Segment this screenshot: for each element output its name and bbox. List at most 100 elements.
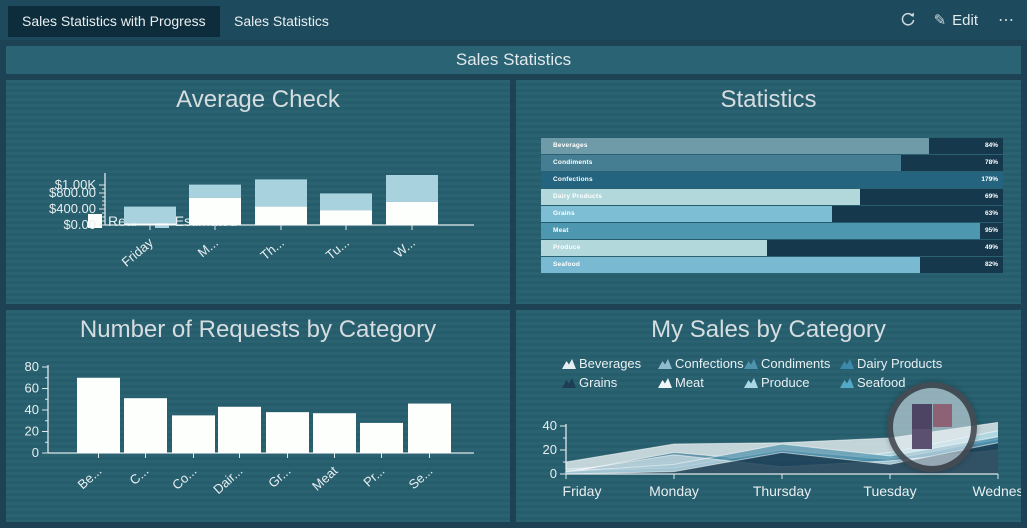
legend-label: Meat — [675, 375, 704, 390]
panel-my-sales: My Sales by Category Beverages Confection… — [516, 310, 1021, 522]
more-options-button[interactable]: ⋯ — [998, 12, 1015, 29]
legend-label: Beverages — [579, 356, 642, 371]
bar-3[interactable] — [218, 406, 261, 453]
sales-legend-item-grains[interactable]: Grains — [562, 375, 658, 390]
progress-bar-label: Confections — [553, 176, 593, 183]
sales-legend-item-dairy-products[interactable]: Dairy Products — [840, 356, 970, 371]
statistics-row-produce[interactable]: Produce 49% — [541, 240, 1003, 256]
progress-bar-fill — [541, 172, 1003, 188]
statistics-row-seafood[interactable]: Seafood 82% — [541, 257, 1003, 273]
x-tick-label: Gr... — [265, 463, 293, 491]
x-tick-label: Tuesday — [863, 483, 916, 499]
x-tick-label: Be... — [75, 463, 105, 492]
x-tick-label: Monday — [649, 483, 699, 499]
bar-4[interactable] — [266, 412, 309, 453]
average-check-chart: $0.00$400.00$800.00$1.00K Friday M... Th...… — [49, 173, 474, 270]
statistics-row-confections[interactable]: Confections 179% — [541, 172, 1003, 188]
bar-real-0[interactable] — [124, 223, 176, 225]
statistics-row-dairy-products[interactable]: Dairy Products 69% — [541, 189, 1003, 205]
legend-label: Dairy Products — [857, 356, 943, 371]
tab-sales-statistics-with-progress[interactable]: Sales Statistics with Progress — [8, 6, 220, 37]
progress-bar-value: 179% — [981, 176, 998, 183]
legend-label: Produce — [761, 375, 810, 390]
navbar-actions: ✎ Edit ⋯ — [898, 0, 1019, 40]
bar-estimated-0[interactable] — [124, 206, 176, 224]
area-series-grains[interactable] — [566, 442, 998, 474]
bar-2[interactable] — [172, 415, 215, 453]
bar-real-1[interactable] — [189, 197, 241, 225]
area-icon — [562, 378, 576, 388]
bar-estimated-3[interactable] — [320, 193, 372, 211]
refresh-icon[interactable] — [898, 10, 918, 30]
statistics-rows: Beverages 84% Condiments 78% Confections 179%… — [541, 138, 1003, 274]
progress-bar-label: Beverages — [553, 142, 588, 149]
progress-bar-value: 78% — [984, 159, 998, 166]
statistics-row-meat[interactable]: Meat 95% — [541, 223, 1003, 239]
bar-5[interactable] — [313, 413, 356, 453]
y-tick-label: 0 — [550, 466, 557, 481]
bar-estimated-2[interactable] — [255, 179, 307, 207]
progress-bar-fill — [541, 257, 920, 273]
progress-bar-label: Produce — [553, 244, 581, 251]
y-tick-label: 20 — [543, 442, 557, 457]
statistics-title: Statistics — [720, 86, 817, 113]
area-icon — [840, 378, 854, 388]
progress-bar-label: Grains — [553, 210, 575, 217]
x-tick-label: W... — [391, 235, 418, 261]
y-tick-label: 80 — [25, 359, 39, 374]
sales-legend-item-beverages[interactable]: Beverages — [562, 356, 658, 371]
bar-1[interactable] — [124, 398, 167, 453]
x-tick-label: M... — [195, 235, 221, 260]
pencil-icon: ✎ — [933, 12, 947, 29]
progress-bar-fill — [541, 189, 860, 205]
top-navbar: Sales Statistics with Progress Sales Sta… — [0, 0, 1027, 40]
sales-legend-item-meat[interactable]: Meat — [658, 375, 744, 390]
progress-bar-value: 69% — [984, 193, 998, 200]
statistics-row-beverages[interactable]: Beverages 84% — [541, 138, 1003, 154]
legend-label: Grains — [579, 375, 618, 390]
sales-legend-item-produce[interactable]: Produce — [744, 375, 840, 390]
x-tick-label: Friday — [563, 483, 602, 499]
x-tick-label: C... — [126, 463, 151, 488]
requests-chart: 0 20 40 60 80 Be... C... Co... Dair... Gr... Meat P… — [25, 359, 474, 497]
statistics-row-grains[interactable]: Grains 63% — [541, 206, 1003, 222]
edit-label: Edit — [952, 11, 978, 29]
progress-bar-value: 63% — [984, 210, 998, 217]
bar-real-4[interactable] — [386, 201, 438, 225]
logo-block-1 — [912, 404, 932, 429]
dashboard-title: Sales Statistics — [455, 50, 572, 69]
area-icon — [744, 378, 758, 388]
x-tick-label: Meat — [309, 463, 341, 494]
edit-button[interactable]: ✎ Edit — [933, 11, 978, 30]
y-tick-label: 0 — [32, 445, 39, 460]
sales-legend-item-seafood[interactable]: Seafood — [840, 375, 970, 390]
logo-block-2 — [912, 429, 932, 449]
panel-requests: Number of Requests by Category 0 20 40 60 80… — [6, 310, 510, 522]
progress-bar-fill — [541, 155, 902, 171]
bar-real-2[interactable] — [255, 206, 307, 225]
progress-bar-value: 95% — [984, 227, 998, 234]
bar-0[interactable] — [77, 377, 120, 453]
y-tick-label: 60 — [25, 381, 39, 396]
tab-sales-statistics[interactable]: Sales Statistics — [234, 13, 329, 29]
sales-legend-item-confections[interactable]: Confections — [658, 356, 744, 371]
bar-6[interactable] — [360, 422, 403, 453]
x-tick-label: Dair... — [210, 463, 245, 497]
my-sales-title: My Sales by Category — [651, 316, 886, 343]
area-icon — [744, 359, 758, 369]
area-icon — [658, 378, 672, 388]
legend-label: Seafood — [857, 375, 906, 390]
y-tick-label: $1.00K — [55, 177, 97, 192]
bar-real-3[interactable] — [320, 210, 372, 225]
progress-bar-fill — [541, 138, 930, 154]
bar-estimated-4[interactable] — [386, 175, 438, 202]
progress-bar-value: 84% — [984, 142, 998, 149]
logo-block-3 — [933, 404, 952, 427]
bar-7[interactable] — [408, 403, 451, 453]
progress-bar-fill — [541, 223, 980, 239]
y-tick-label: 40 — [543, 418, 557, 433]
refresh-icon-glyph — [901, 12, 914, 26]
sales-legend-item-condiments[interactable]: Condiments — [744, 356, 840, 371]
statistics-row-condiments[interactable]: Condiments 78% — [541, 155, 1003, 171]
bar-estimated-1[interactable] — [189, 184, 241, 198]
